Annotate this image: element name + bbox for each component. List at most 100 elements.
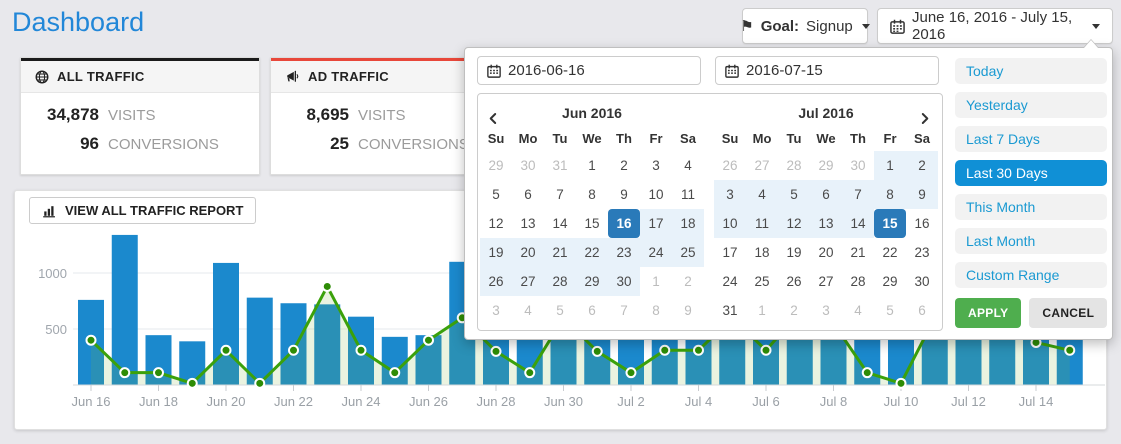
calendar-day[interactable]: 27 (512, 267, 544, 296)
conversions-point[interactable] (85, 334, 97, 346)
calendar-day[interactable]: 30 (914, 274, 930, 289)
end-date-input[interactable] (746, 62, 929, 79)
calendar-day[interactable]: 19 (786, 245, 802, 260)
calendar-day[interactable]: 2 (790, 303, 798, 318)
calendar-day[interactable]: 30 (608, 267, 640, 296)
calendar-day[interactable]: 5 (778, 180, 810, 209)
calendar-day[interactable]: 13 (810, 209, 842, 238)
conversions-point[interactable] (423, 334, 434, 346)
conversions-point[interactable] (861, 367, 873, 379)
calendar-day[interactable]: 13 (520, 216, 536, 231)
start-date-input[interactable] (508, 62, 691, 79)
calendar-day[interactable]: 28 (786, 158, 802, 173)
calendar-day[interactable]: 11 (680, 187, 695, 202)
calendar-day[interactable]: 29 (882, 274, 898, 289)
calendar-day[interactable]: 9 (906, 180, 938, 209)
calendar-day[interactable]: 8 (588, 187, 596, 202)
preset-today[interactable]: Today (955, 58, 1108, 84)
end-date-field[interactable] (715, 56, 939, 85)
preset-custom-range[interactable]: Custom Range (955, 262, 1108, 288)
calendar-day[interactable]: 5 (556, 303, 564, 318)
preset-last-30-days[interactable]: Last 30 Days (955, 160, 1108, 186)
conversions-point[interactable] (389, 367, 401, 379)
preset-last-month[interactable]: Last Month (955, 228, 1108, 254)
calendar-day[interactable]: 29 (576, 267, 608, 296)
calendar-day[interactable]: 30 (850, 158, 866, 173)
preset-this-month[interactable]: This Month (955, 194, 1108, 220)
calendar-day[interactable]: 4 (746, 180, 778, 209)
calendar-day[interactable]: 21 (850, 245, 866, 260)
cancel-button[interactable]: CANCEL (1029, 298, 1108, 328)
visits-bar[interactable] (246, 297, 273, 385)
conversions-point[interactable] (760, 344, 772, 356)
preset-yesterday[interactable]: Yesterday (955, 92, 1108, 118)
calendar-day[interactable]: 27 (754, 158, 770, 173)
view-all-traffic-report-button[interactable]: VIEW ALL TRAFFIC REPORT (29, 197, 257, 224)
conversions-point[interactable] (659, 344, 671, 356)
calendar-day[interactable]: 1 (874, 151, 906, 180)
visits-bar[interactable] (314, 304, 341, 385)
calendar-day[interactable]: 19 (480, 238, 512, 267)
calendar-day[interactable]: 24 (722, 274, 738, 289)
next-month-icon[interactable] (921, 106, 930, 134)
calendar-day[interactable]: 12 (778, 209, 810, 238)
calendar-day[interactable]: 14 (552, 216, 568, 231)
calendar-day[interactable]: 3 (652, 158, 660, 173)
conversions-point[interactable] (220, 344, 232, 356)
conversions-point[interactable] (321, 280, 333, 292)
visits-bar[interactable] (111, 234, 138, 385)
calendar-day[interactable]: 9 (620, 187, 628, 202)
calendar-day[interactable]: 5 (886, 303, 894, 318)
calendar-day[interactable]: 9 (684, 303, 692, 318)
conversions-point[interactable] (591, 345, 603, 357)
calendar-day[interactable]: 6 (524, 187, 532, 202)
calendar-day[interactable]: 22 (576, 238, 608, 267)
conversions-point[interactable] (524, 367, 536, 379)
calendar-day[interactable]: 7 (842, 180, 874, 209)
calendar-day[interactable]: 7 (620, 303, 628, 318)
calendar-day[interactable]: 16 (914, 216, 930, 231)
calendar-day[interactable]: 22 (882, 245, 898, 260)
calendar-day[interactable]: 12 (488, 216, 504, 231)
calendar-day[interactable]: 28 (850, 274, 866, 289)
calendar-day[interactable]: 18 (754, 245, 770, 260)
calendar-day[interactable]: 4 (854, 303, 862, 318)
calendar-day[interactable]: 29 (818, 158, 834, 173)
goal-dropdown-button[interactable]: ⚑ Goal: Signup (740, 8, 870, 44)
calendar-day[interactable]: 23 (608, 238, 640, 267)
calendar-day[interactable]: 11 (746, 209, 778, 238)
calendar-day[interactable]: 17 (640, 209, 672, 238)
calendar-day[interactable]: 20 (818, 245, 834, 260)
daterange-dropdown-button[interactable]: June 16, 2016 - July 15, 2016 (877, 8, 1113, 44)
calendar-day[interactable]: 2 (906, 151, 938, 180)
conversions-point[interactable] (153, 367, 164, 379)
calendar-day[interactable]: 6 (588, 303, 596, 318)
conversions-point[interactable] (119, 367, 131, 379)
start-date-field[interactable] (477, 56, 701, 85)
calendar-day[interactable]: 25 (672, 238, 704, 267)
visits-bar[interactable] (280, 303, 307, 385)
prev-month-icon[interactable] (488, 106, 497, 134)
calendar-day[interactable]: 17 (722, 245, 738, 260)
calendar-day[interactable]: 6 (810, 180, 842, 209)
calendar-day[interactable]: 2 (620, 158, 628, 173)
calendar-day[interactable]: 28 (544, 267, 576, 296)
calendar-day[interactable]: 29 (488, 158, 504, 173)
calendar-day[interactable]: 26 (480, 267, 512, 296)
calendar-day[interactable]: 15 (874, 209, 906, 238)
calendar-day[interactable]: 31 (722, 303, 738, 318)
conversions-point[interactable] (625, 367, 637, 379)
calendar-day[interactable]: 3 (822, 303, 830, 318)
conversions-point[interactable] (693, 344, 704, 356)
conversions-point[interactable] (895, 377, 907, 389)
visits-bar[interactable] (213, 262, 239, 385)
conversions-point[interactable] (254, 377, 266, 389)
calendar-day[interactable]: 5 (492, 187, 500, 202)
calendar-day[interactable]: 3 (492, 303, 500, 318)
calendar-day[interactable]: 24 (640, 238, 672, 267)
calendar-day[interactable]: 26 (786, 274, 802, 289)
calendar-day[interactable]: 15 (584, 216, 600, 231)
calendar-day[interactable]: 27 (818, 274, 834, 289)
calendar-day[interactable]: 2 (684, 274, 692, 289)
visits-bar[interactable] (179, 341, 206, 385)
